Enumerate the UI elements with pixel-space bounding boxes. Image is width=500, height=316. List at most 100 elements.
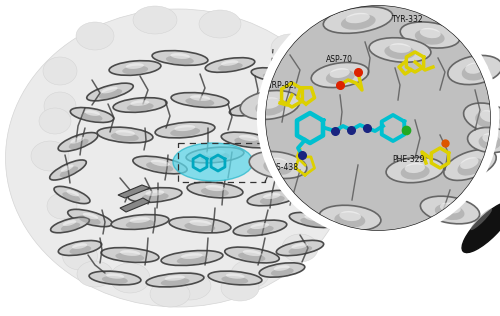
Ellipse shape: [146, 162, 173, 172]
Ellipse shape: [221, 132, 275, 148]
Ellipse shape: [320, 173, 340, 181]
Ellipse shape: [81, 113, 102, 121]
Ellipse shape: [298, 188, 321, 196]
Ellipse shape: [130, 100, 149, 106]
Ellipse shape: [122, 66, 148, 74]
Ellipse shape: [97, 127, 153, 143]
Ellipse shape: [242, 250, 262, 256]
Ellipse shape: [277, 91, 323, 105]
Ellipse shape: [184, 222, 216, 232]
Ellipse shape: [458, 158, 484, 176]
Ellipse shape: [116, 130, 135, 136]
Circle shape: [263, 3, 493, 233]
Ellipse shape: [420, 28, 440, 38]
Ellipse shape: [31, 141, 69, 171]
Ellipse shape: [311, 63, 369, 88]
Ellipse shape: [113, 98, 167, 112]
Ellipse shape: [76, 22, 114, 50]
Ellipse shape: [62, 242, 98, 270]
Ellipse shape: [294, 148, 337, 162]
Ellipse shape: [444, 149, 496, 180]
Ellipse shape: [201, 187, 229, 197]
Ellipse shape: [169, 217, 231, 233]
Ellipse shape: [39, 108, 71, 134]
Ellipse shape: [478, 134, 500, 149]
Ellipse shape: [101, 247, 159, 262]
Ellipse shape: [50, 160, 86, 180]
Ellipse shape: [204, 150, 225, 156]
Ellipse shape: [58, 240, 102, 255]
Ellipse shape: [78, 215, 100, 225]
Ellipse shape: [116, 252, 144, 261]
Ellipse shape: [264, 159, 292, 175]
Ellipse shape: [142, 193, 169, 201]
Ellipse shape: [170, 53, 190, 59]
Ellipse shape: [464, 103, 500, 133]
Ellipse shape: [468, 127, 500, 153]
Ellipse shape: [44, 92, 76, 120]
Ellipse shape: [326, 70, 354, 84]
Ellipse shape: [225, 247, 279, 263]
Ellipse shape: [334, 212, 366, 228]
Ellipse shape: [70, 137, 85, 144]
Ellipse shape: [310, 167, 350, 183]
Ellipse shape: [288, 246, 312, 254]
Ellipse shape: [169, 272, 211, 300]
Ellipse shape: [290, 212, 335, 228]
Ellipse shape: [249, 151, 307, 179]
Ellipse shape: [384, 45, 416, 59]
Ellipse shape: [460, 157, 478, 169]
Ellipse shape: [239, 135, 258, 141]
Ellipse shape: [102, 276, 128, 284]
Ellipse shape: [171, 93, 229, 107]
Ellipse shape: [60, 165, 74, 172]
Ellipse shape: [70, 107, 114, 123]
Ellipse shape: [263, 193, 280, 199]
Ellipse shape: [128, 188, 182, 202]
Ellipse shape: [161, 251, 223, 265]
Ellipse shape: [259, 263, 305, 277]
Ellipse shape: [327, 141, 357, 171]
Ellipse shape: [77, 261, 113, 287]
Ellipse shape: [85, 110, 100, 116]
Ellipse shape: [260, 97, 280, 109]
Ellipse shape: [465, 62, 484, 74]
Ellipse shape: [231, 260, 269, 288]
Ellipse shape: [200, 152, 230, 162]
Ellipse shape: [282, 234, 318, 262]
Ellipse shape: [199, 10, 241, 38]
Ellipse shape: [263, 73, 286, 81]
Ellipse shape: [70, 246, 91, 254]
Ellipse shape: [133, 156, 187, 174]
Ellipse shape: [323, 170, 338, 176]
Ellipse shape: [247, 225, 274, 234]
Ellipse shape: [68, 139, 88, 149]
Ellipse shape: [390, 43, 411, 53]
Ellipse shape: [312, 82, 344, 110]
Ellipse shape: [288, 183, 333, 197]
Ellipse shape: [440, 203, 460, 214]
Ellipse shape: [266, 157, 284, 163]
Ellipse shape: [304, 153, 326, 161]
Ellipse shape: [186, 98, 214, 106]
Ellipse shape: [448, 55, 500, 85]
Ellipse shape: [230, 100, 280, 116]
Ellipse shape: [470, 209, 492, 230]
Ellipse shape: [87, 83, 133, 101]
Ellipse shape: [60, 167, 78, 177]
Ellipse shape: [462, 202, 500, 252]
Ellipse shape: [315, 198, 355, 212]
Ellipse shape: [151, 160, 170, 167]
Ellipse shape: [260, 196, 284, 204]
Ellipse shape: [369, 38, 431, 62]
Ellipse shape: [251, 68, 299, 82]
Ellipse shape: [226, 273, 244, 279]
Ellipse shape: [247, 190, 297, 206]
Ellipse shape: [111, 132, 139, 142]
Ellipse shape: [221, 60, 238, 66]
Text: ASP-70: ASP-70: [326, 55, 353, 64]
Ellipse shape: [400, 164, 430, 179]
Ellipse shape: [218, 63, 242, 71]
Ellipse shape: [43, 57, 77, 85]
Ellipse shape: [276, 240, 324, 256]
